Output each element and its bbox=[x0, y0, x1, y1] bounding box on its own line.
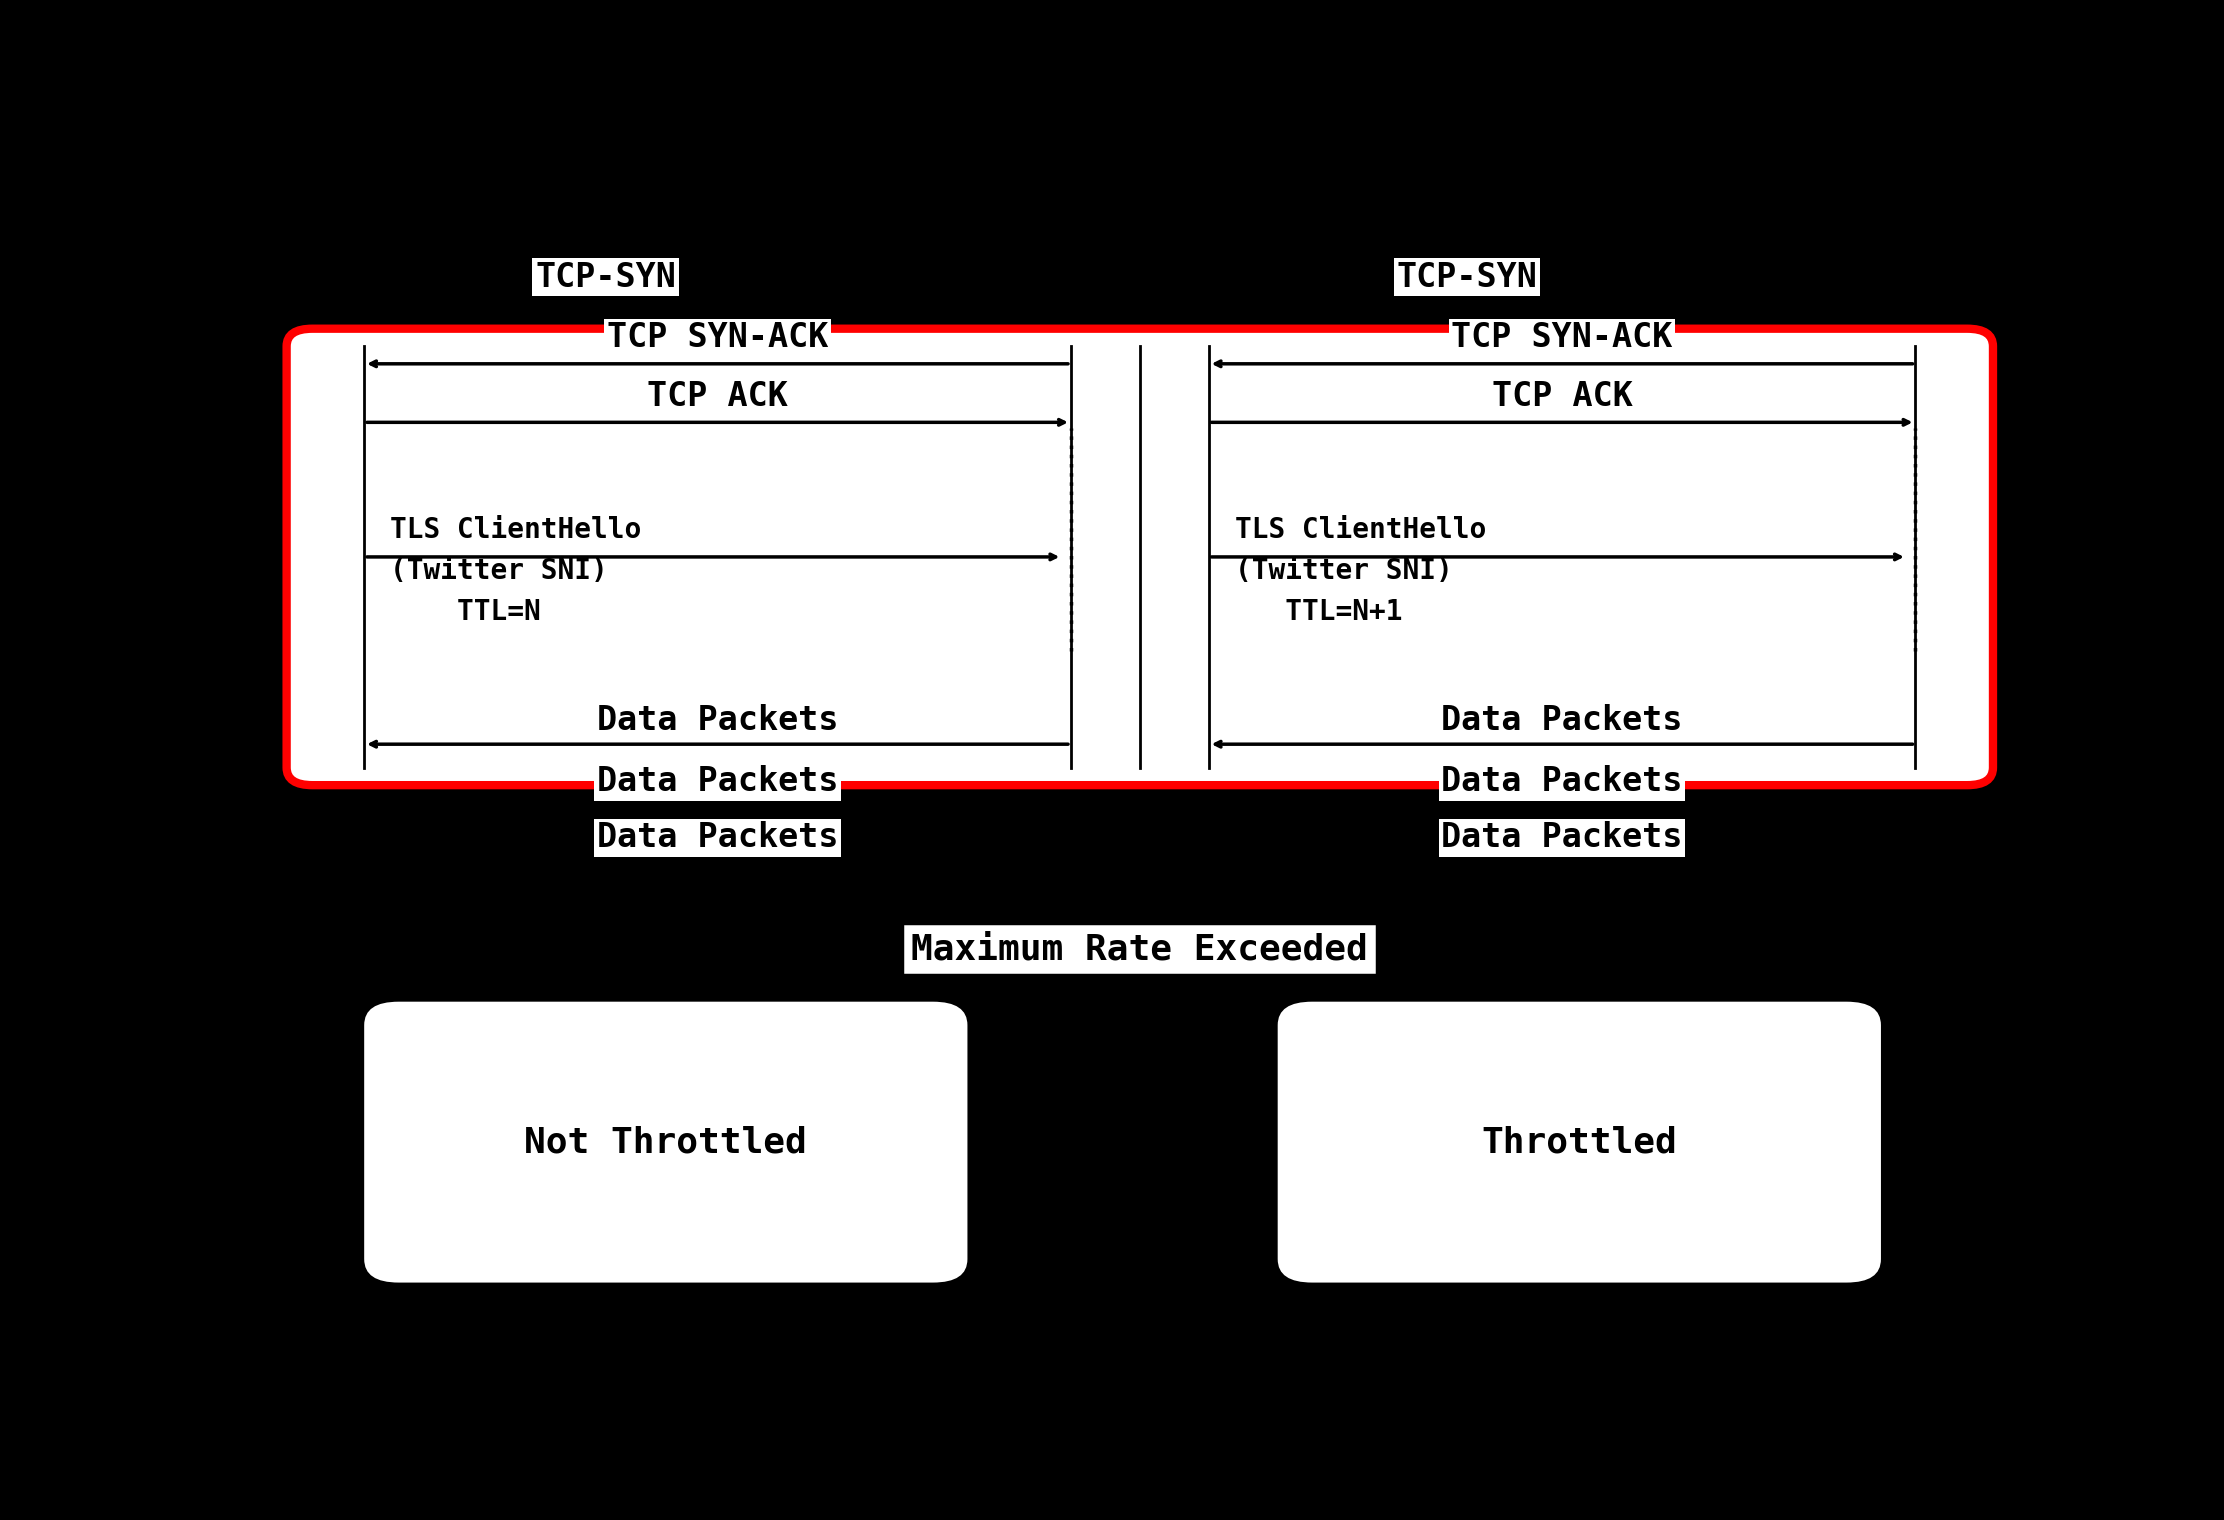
Text: Not Throttled: Not Throttled bbox=[525, 1125, 807, 1160]
Text: Data Packets: Data Packets bbox=[1441, 704, 1684, 737]
Text: Data Packets: Data Packets bbox=[596, 821, 838, 854]
FancyBboxPatch shape bbox=[287, 328, 1993, 786]
Text: Data Packets: Data Packets bbox=[596, 704, 838, 737]
Text: Throttled: Throttled bbox=[1481, 1125, 1677, 1160]
Text: TCP SYN-ACK: TCP SYN-ACK bbox=[1452, 321, 1672, 354]
Text: TCP ACK: TCP ACK bbox=[647, 380, 787, 413]
Text: TLS ClientHello
(Twitter SNI)
    TTL=N: TLS ClientHello (Twitter SNI) TTL=N bbox=[389, 515, 641, 626]
Text: Maximum Rate Exceeded: Maximum Rate Exceeded bbox=[912, 932, 1368, 967]
Text: TCP ACK: TCP ACK bbox=[1492, 380, 1632, 413]
Text: Data Packets: Data Packets bbox=[1441, 765, 1684, 798]
Text: Data Packets: Data Packets bbox=[596, 765, 838, 798]
FancyBboxPatch shape bbox=[365, 1002, 967, 1283]
Text: TLS ClientHello
(Twitter SNI)
   TTL=N+1: TLS ClientHello (Twitter SNI) TTL=N+1 bbox=[1234, 515, 1486, 626]
Text: TCP-SYN: TCP-SYN bbox=[536, 260, 676, 293]
Text: Data Packets: Data Packets bbox=[1441, 821, 1684, 854]
Text: TCP SYN-ACK: TCP SYN-ACK bbox=[607, 321, 827, 354]
Text: TCP-SYN: TCP-SYN bbox=[1397, 260, 1537, 293]
FancyBboxPatch shape bbox=[1279, 1002, 1882, 1283]
